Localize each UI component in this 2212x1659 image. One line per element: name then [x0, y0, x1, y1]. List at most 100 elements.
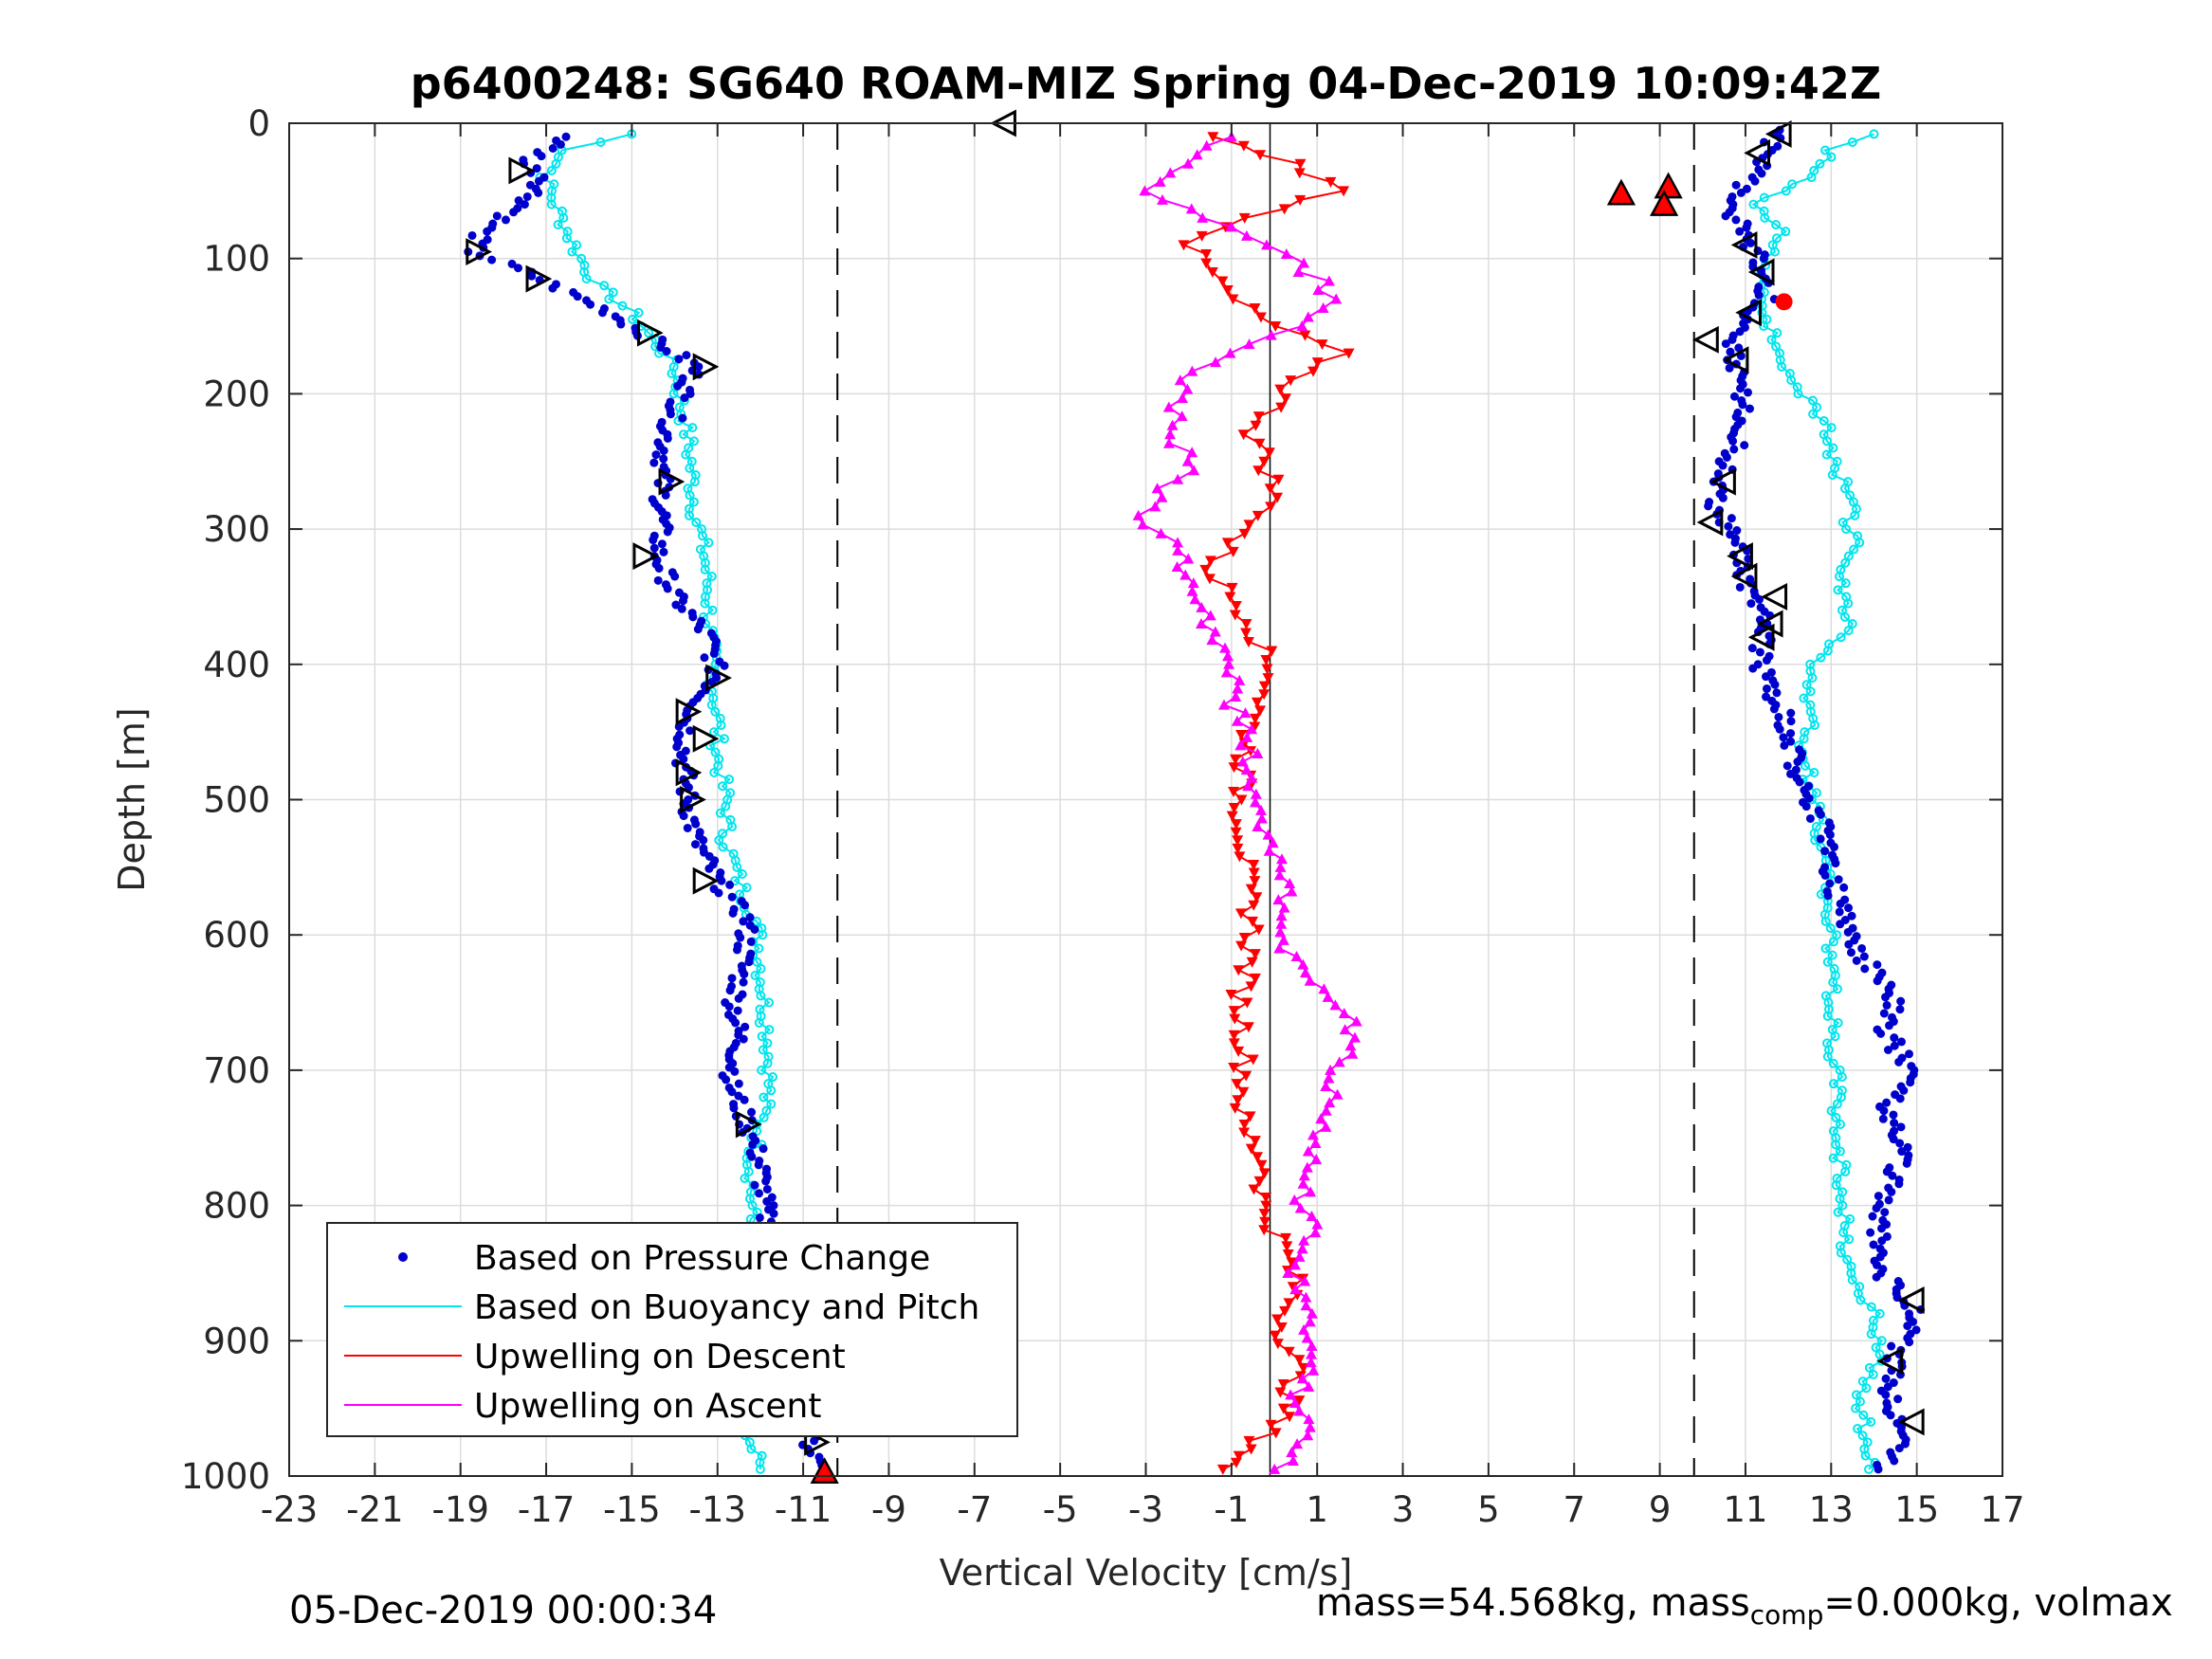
buoyancy-pitch-point: [1781, 186, 1791, 196]
buoyancy-pitch-point: [567, 246, 577, 257]
pressure-change-point: [1884, 1183, 1893, 1193]
buoyancy-pitch-point: [1837, 605, 1847, 615]
pressure-change-point: [1729, 392, 1739, 401]
upwelling-ascent-point: [1197, 211, 1209, 223]
pressure-change-point: [1724, 521, 1733, 531]
pressure-change-point: [1825, 879, 1835, 888]
upwelling-descent-point: [1243, 520, 1255, 531]
upwelling-descent-point: [1230, 819, 1242, 830]
pressure-change-point: [762, 1196, 772, 1206]
upwelling-ascent-point: [1243, 338, 1255, 350]
buoyancy-pitch-point: [759, 1112, 769, 1122]
upwelling-descent-point: [1280, 393, 1292, 405]
mass-text: mass=54.568kg, mass: [1316, 1581, 1750, 1625]
upwelling-ascent-line: [1137, 136, 1359, 1470]
buoyancy-pitch-point: [1866, 1302, 1876, 1312]
buoyancy-pitch-point: [1857, 1431, 1868, 1441]
pressure-change-point: [1734, 343, 1744, 353]
upwelling-descent-point: [1229, 1013, 1241, 1025]
buoyancy-pitch-point: [1828, 1126, 1838, 1137]
upwelling-ascent-point: [1182, 553, 1195, 564]
pressure-change-point: [745, 913, 755, 922]
upwelling-descent-point: [1293, 1355, 1306, 1366]
upwelling-descent-point: [1245, 981, 1257, 993]
upwelling-ascent-point: [1273, 942, 1286, 954]
pressure-change-point: [739, 1034, 748, 1044]
upwelling-ascent-point: [1164, 428, 1177, 440]
buoyancy-pitch-point: [727, 822, 738, 832]
upwelling-ascent-point: [1206, 634, 1218, 646]
pressure-change-point: [688, 612, 698, 622]
buoyancy-pitch-point: [688, 436, 699, 447]
upwelling-descent-point: [1294, 1371, 1307, 1382]
buoyancy-pitch-point: [1844, 1234, 1855, 1245]
x-tick-label: -5: [1043, 1489, 1078, 1530]
buoyancy-pitch-point: [719, 734, 729, 744]
pressure-change-point: [1773, 141, 1782, 151]
pressure-change-point: [1887, 980, 1896, 990]
buoyancy-pitch-point: [561, 233, 572, 244]
pressure-change-point: [678, 413, 687, 423]
upwelling-ascent-point: [1296, 320, 1308, 332]
upwelling-descent-point: [1204, 556, 1216, 567]
buoyancy-pitch-point: [758, 930, 768, 940]
pressure-change-point: [1792, 774, 1801, 783]
pressure-change-point: [1828, 850, 1837, 860]
upwelling-descent-point: [1293, 1395, 1306, 1407]
left-triangle-marker: [1692, 325, 1719, 354]
pressure-change-point: [659, 547, 668, 556]
buoyancy-pitch-point: [1816, 652, 1826, 663]
y-tick-label: 0: [247, 103, 270, 144]
upwelling-descent-point: [1325, 176, 1337, 188]
pressure-change-point: [1885, 1163, 1894, 1173]
right-triangle-marker: [636, 319, 664, 347]
upwelling-ascent-point: [1320, 1121, 1332, 1132]
legend-label: Upwelling on Descent: [474, 1338, 846, 1376]
buoyancy-pitch-point: [732, 862, 742, 872]
pressure-change-point: [717, 876, 726, 885]
pressure-change-point: [732, 945, 741, 955]
buoyancy-pitch-point: [1832, 930, 1842, 940]
pressure-change-point: [1743, 219, 1752, 228]
upwelling-ascent-point: [1346, 1048, 1359, 1059]
upwelling-ascent-point: [1210, 356, 1222, 368]
upwelling-ascent-point: [1287, 1454, 1299, 1466]
upwelling-descent-point: [1258, 1168, 1271, 1179]
upwelling-ascent-point: [1290, 951, 1303, 962]
upwelling-descent-point: [1228, 786, 1240, 797]
upwelling-descent-point: [1238, 1119, 1251, 1130]
upwelling-ascent-point: [1246, 772, 1258, 783]
pressure-change-point: [666, 410, 675, 419]
buoyancy-pitch-point: [1809, 165, 1819, 175]
buoyancy-pitch-point: [617, 301, 628, 311]
upwelling-ascent-point: [1218, 699, 1231, 710]
pressure-change-point: [740, 1022, 750, 1031]
buoyancy-pitch-point: [685, 463, 695, 473]
upwelling-ascent-point: [1298, 257, 1310, 268]
left-triangle-marker: [1727, 542, 1753, 571]
y-tick-label: 100: [203, 239, 270, 280]
buoyancy-pitch-point: [691, 517, 702, 527]
pressure-change-point: [1895, 1005, 1905, 1014]
upwelling-ascent-point: [1302, 1430, 1314, 1441]
buoyancy-pitch-point: [756, 991, 766, 1001]
pressure-change-point: [514, 264, 523, 273]
pressure-change-point: [762, 1184, 772, 1194]
upwelling-descent-point: [1216, 276, 1229, 287]
pressure-change-point: [520, 200, 529, 210]
buoyancy-pitch-point: [1826, 1105, 1837, 1116]
upwelling-ascent-point: [1306, 1307, 1318, 1319]
upwelling-ascent-point: [1349, 1031, 1362, 1043]
left-triangle-marker: [1897, 1408, 1925, 1436]
pressure-change-point: [1852, 932, 1861, 941]
upwelling-ascent-point: [1263, 845, 1275, 856]
upwelling-descent-point: [1260, 1200, 1272, 1212]
upwelling-descent-point: [1271, 492, 1284, 503]
x-tick-label: -21: [346, 1489, 403, 1530]
pressure-change-point: [725, 880, 735, 889]
upwelling-ascent-point: [1315, 1113, 1327, 1124]
pressure-change-point: [1857, 943, 1867, 953]
pressure-change-point: [1882, 1231, 1892, 1241]
upwelling-descent-point: [1253, 1176, 1266, 1187]
buoyancy-pitch-point: [1808, 409, 1819, 419]
